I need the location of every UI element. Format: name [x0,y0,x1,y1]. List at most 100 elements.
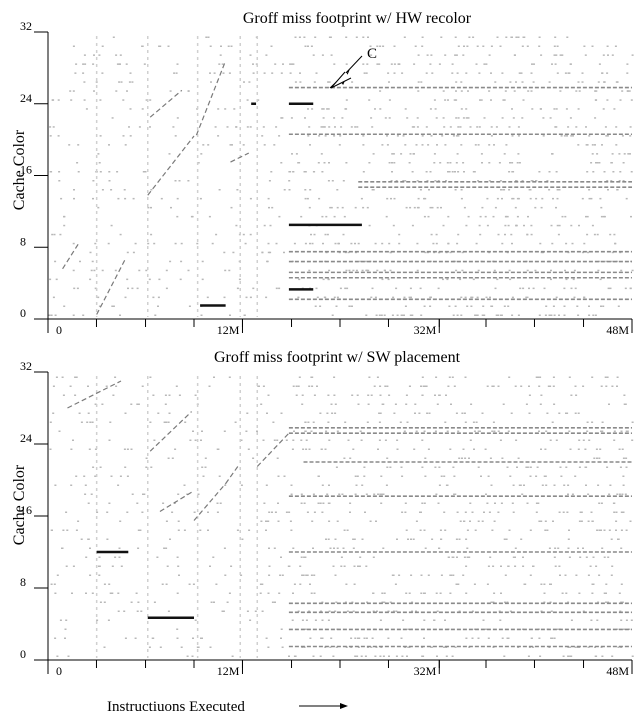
miss-speck [586,430,589,432]
miss-speck [292,547,295,549]
miss-speck [189,439,192,441]
miss-speck [536,466,539,468]
miss-speck [332,655,335,657]
miss-speck [169,260,172,263]
miss-speck [299,81,302,83]
miss-speck [283,475,286,477]
miss-speck [131,493,134,495]
miss-speck [543,601,546,603]
miss-speck [321,601,324,603]
miss-speck [629,287,632,290]
miss-speck [535,511,538,513]
miss-speck [370,394,373,396]
y-tick-label: 0 [20,647,26,661]
miss-speck [360,655,363,657]
miss-speck [539,655,542,657]
miss-speck [304,421,307,423]
miss-speck [570,394,573,396]
miss-speck [525,403,528,405]
miss-speck [176,215,179,218]
miss-speck [69,90,72,92]
miss-speck [259,592,262,594]
miss-speck [335,305,338,307]
miss-speck [289,520,292,522]
miss-speck [365,314,368,316]
miss-speck [240,439,243,441]
miss-speck [460,108,463,110]
miss-speck [496,36,499,38]
miss-speck [567,601,570,603]
miss-speck [200,153,203,155]
miss-speck [521,493,524,495]
miss-speck [173,72,176,74]
miss-speck [332,565,335,567]
miss-speck [338,242,340,245]
miss-speck [558,314,560,316]
miss-speck [464,296,467,299]
miss-speck [69,385,72,387]
miss-speck [620,269,623,272]
miss-speck [456,72,459,74]
miss-speck [393,197,396,200]
miss-speck [401,655,404,657]
miss-speck [598,162,601,164]
miss-speck [588,314,591,316]
miss-speck [541,197,544,200]
miss-speck [336,206,339,209]
miss-speck [411,171,414,173]
miss-speck [110,224,113,227]
miss-speck [537,502,540,504]
miss-speck [562,655,565,657]
miss-speck [606,180,609,182]
miss-speck [388,117,391,119]
miss-speck [578,520,581,522]
miss-speck [259,583,262,585]
miss-speck [425,126,428,128]
miss-speck [465,117,468,119]
miss-speck [410,538,412,540]
miss-speck [538,430,540,432]
miss-speck [526,269,529,272]
miss-speck [327,538,330,540]
miss-speck [477,144,480,146]
miss-speck [345,269,348,272]
miss-speck [124,412,127,414]
miss-speck [80,421,83,423]
miss-speck [407,646,410,648]
miss-speck [386,457,389,459]
miss-speck [263,224,266,227]
miss-speck [176,592,179,594]
miss-speck [417,54,420,56]
miss-speck [246,126,249,128]
miss-speck [582,547,584,549]
miss-speck [283,251,285,254]
miss-speck [221,610,224,612]
miss-speck [281,574,284,576]
miss-speck [367,269,370,272]
miss-speck [607,287,610,290]
miss-diagonal [147,135,195,196]
miss-speck [365,493,368,495]
miss-speck [56,655,59,657]
miss-speck [334,412,337,414]
miss-speck [365,269,368,272]
miss-speck [493,592,496,594]
miss-speck [162,502,165,504]
miss-speck [387,610,390,612]
miss-speck [398,242,401,245]
x-tick-label: 48M [606,664,629,678]
miss-speck [366,421,369,423]
miss-speck [603,171,606,173]
miss-speck [514,385,517,387]
miss-speck [567,655,570,657]
miss-speck [476,45,479,47]
miss-speck [344,108,347,110]
miss-speck [335,646,338,648]
miss-speck [454,54,457,56]
miss-speck [459,520,462,522]
miss-speck [480,475,482,477]
miss-speck [213,601,215,603]
miss-speck [356,655,359,657]
miss-speck [549,601,552,603]
miss-speck [91,260,94,263]
